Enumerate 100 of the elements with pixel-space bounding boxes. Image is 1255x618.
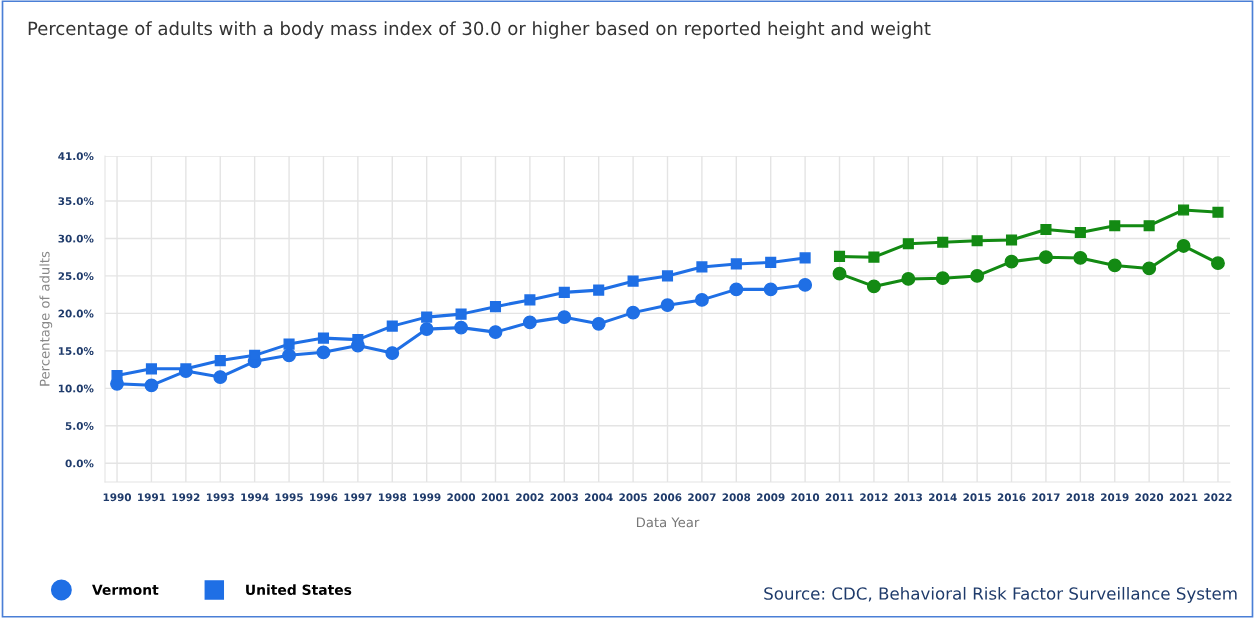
point [970, 268, 985, 283]
point [522, 315, 537, 330]
x-tick-label: 1994 [241, 493, 269, 502]
x-tick-label: 1992 [172, 493, 200, 502]
point [799, 252, 811, 264]
x-tick-label: 2004 [585, 493, 613, 502]
point [868, 251, 880, 263]
x-tick-label: 2020 [1135, 493, 1164, 502]
x-tick-label: 1999 [413, 493, 441, 502]
x-tick-label: 2005 [619, 493, 647, 502]
x-tick-label: 2021 [1169, 493, 1198, 502]
point [385, 346, 400, 361]
point [1142, 261, 1157, 276]
point [1211, 256, 1225, 271]
x-tick-label: 2003 [550, 493, 578, 502]
y-tick-label: 10.0% [58, 384, 94, 393]
x-tick-label: 1990 [103, 493, 132, 502]
point [937, 236, 949, 248]
point [454, 320, 469, 335]
point [627, 275, 639, 287]
point [833, 250, 846, 262]
x-tick-label: 2002 [516, 493, 544, 502]
point [694, 292, 709, 307]
point [557, 310, 572, 325]
x-tick-label: 2013 [894, 493, 922, 502]
x-tick-label: 2016 [997, 493, 1026, 502]
y-tick-label: 0.0% [65, 459, 94, 468]
x-tick-label: 2007 [688, 493, 716, 502]
point [660, 298, 675, 313]
point [283, 338, 295, 350]
point [419, 322, 434, 337]
x-tick-label: 2001 [481, 493, 510, 502]
source-note: Source: CDC, Behavioral Risk Factor Surveillance System [764, 586, 1237, 604]
x-tick-label: 1993 [206, 493, 234, 502]
x-tick-label: 2000 [447, 493, 476, 502]
point [902, 238, 914, 250]
point [935, 271, 950, 286]
point [1176, 238, 1191, 253]
chart-title: Percentage of adults with a body mass index of 30.0 or higher based on reported height and weight [28, 21, 931, 39]
point [144, 378, 159, 393]
x-tick-label: 2022 [1204, 493, 1232, 502]
point [1074, 226, 1086, 238]
point [729, 282, 744, 297]
point [1073, 250, 1088, 265]
point [1107, 258, 1122, 273]
x-tick-label: 2017 [1032, 493, 1060, 502]
point [282, 348, 297, 363]
x-tick-label: 2015 [963, 493, 991, 502]
point [317, 332, 330, 344]
point [1109, 220, 1121, 232]
x-tick-label: 2012 [860, 493, 888, 502]
point [798, 277, 813, 292]
legend-label: United States [246, 584, 352, 596]
point [1177, 204, 1190, 216]
point [593, 284, 605, 296]
point [386, 320, 398, 332]
point [1004, 254, 1019, 269]
x-tick-label: 1995 [275, 493, 303, 502]
x-tick-label: 2008 [722, 493, 751, 502]
y-tick-label: 15.0% [58, 347, 94, 355]
x-tick-label: 2019 [1101, 493, 1129, 502]
point [1040, 223, 1052, 235]
x-tick-label: 2009 [757, 493, 785, 502]
y-tick-label: 20.0% [58, 309, 94, 318]
point [661, 270, 674, 282]
point [111, 370, 123, 382]
point [1212, 206, 1224, 218]
point [558, 286, 570, 298]
x-tick-label: 1997 [344, 493, 372, 502]
point [1143, 220, 1155, 232]
point [488, 325, 503, 340]
x-tick-label: 2014 [929, 493, 957, 502]
x-axis-title: Data Year [636, 517, 700, 528]
point [180, 363, 192, 375]
point [765, 256, 777, 268]
point [145, 363, 158, 375]
point [455, 308, 467, 320]
x-tick-label: 2006 [653, 493, 682, 502]
point [213, 370, 228, 385]
point [832, 266, 847, 281]
point [626, 305, 641, 320]
point [763, 282, 778, 297]
y-tick-label: 30.0% [58, 234, 94, 243]
point [971, 235, 983, 247]
point [214, 355, 226, 367]
point [730, 258, 742, 270]
point [1005, 234, 1018, 246]
y-tick-label: 41.0% [58, 152, 94, 161]
point [866, 279, 881, 294]
x-tick-label: 2011 [825, 493, 854, 502]
x-tick-label: 1991 [138, 493, 166, 502]
y-tick-label: 35.0% [58, 197, 94, 206]
x-tick-label: 1996 [310, 493, 338, 502]
point [489, 301, 502, 313]
x-tick-label: 1998 [378, 493, 407, 502]
y-tick-label: 25.0% [58, 272, 94, 281]
x-tick-label: 2010 [791, 493, 820, 502]
point [696, 261, 708, 273]
y-axis-title: Percentage of adults [39, 251, 53, 386]
x-tick-label: 2018 [1066, 493, 1095, 502]
